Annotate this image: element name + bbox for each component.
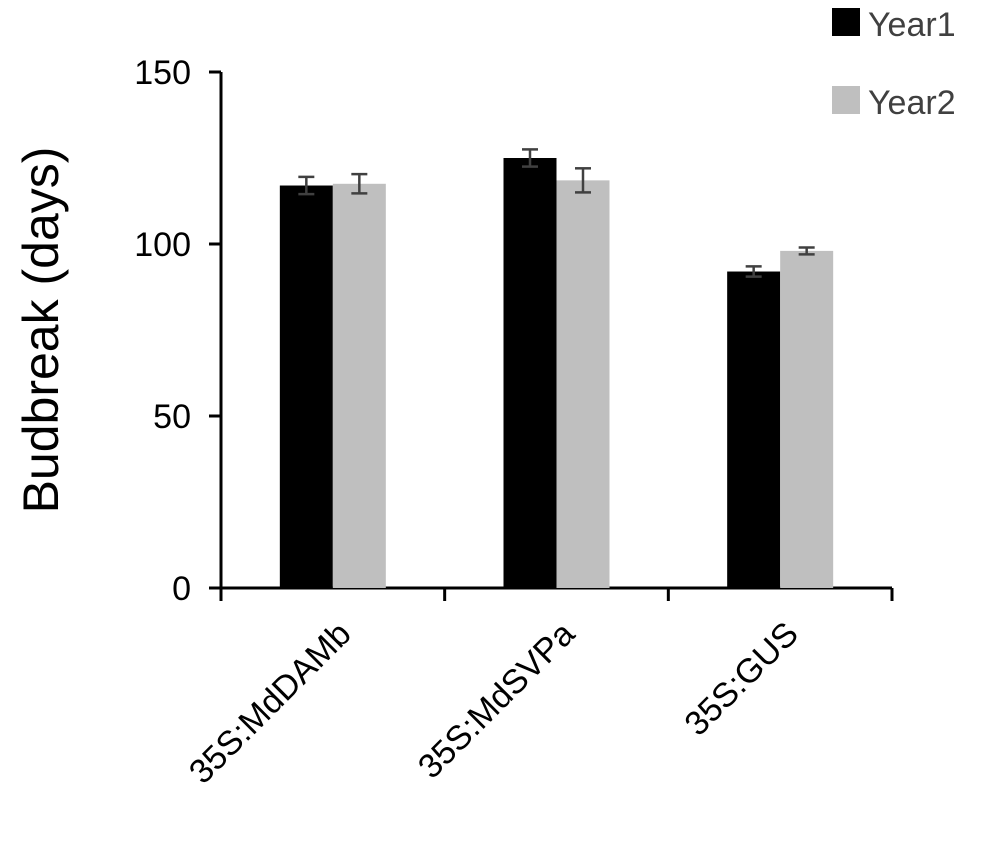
y-axis: 0 50 100 150 xyxy=(134,54,223,608)
y-tick-label: 100 xyxy=(134,226,191,264)
bar-year1-2 xyxy=(727,271,781,588)
x-tick-label: 35S:MdSVPa xyxy=(411,615,582,786)
x-tick-label: 35S:MdDAMb xyxy=(182,615,359,792)
bar-year1-0 xyxy=(279,185,333,588)
y-axis-label: Budbreak (days) xyxy=(13,147,69,514)
bars xyxy=(279,158,834,589)
y-tick-label: 0 xyxy=(172,570,191,608)
legend-label-year1: Year1 xyxy=(868,6,956,44)
bar-year1-1 xyxy=(503,158,557,588)
x-tick-label: 35S:GUS xyxy=(677,615,805,743)
bar-year2-2 xyxy=(780,250,834,588)
x-axis: 35S:MdDAMb 35S:MdSVPa 35S:GUS xyxy=(182,586,894,792)
legend-label-year2: Year2 xyxy=(868,84,956,122)
bar-year2-0 xyxy=(332,183,386,589)
legend-swatch-year2 xyxy=(832,86,860,114)
y-tick-label: 50 xyxy=(153,398,191,436)
error-bars xyxy=(298,148,815,278)
legend-swatch-year1 xyxy=(832,8,860,36)
y-tick-label: 150 xyxy=(134,54,191,92)
legend: Year1 Year2 xyxy=(832,6,956,122)
bar-year2-1 xyxy=(556,180,610,589)
